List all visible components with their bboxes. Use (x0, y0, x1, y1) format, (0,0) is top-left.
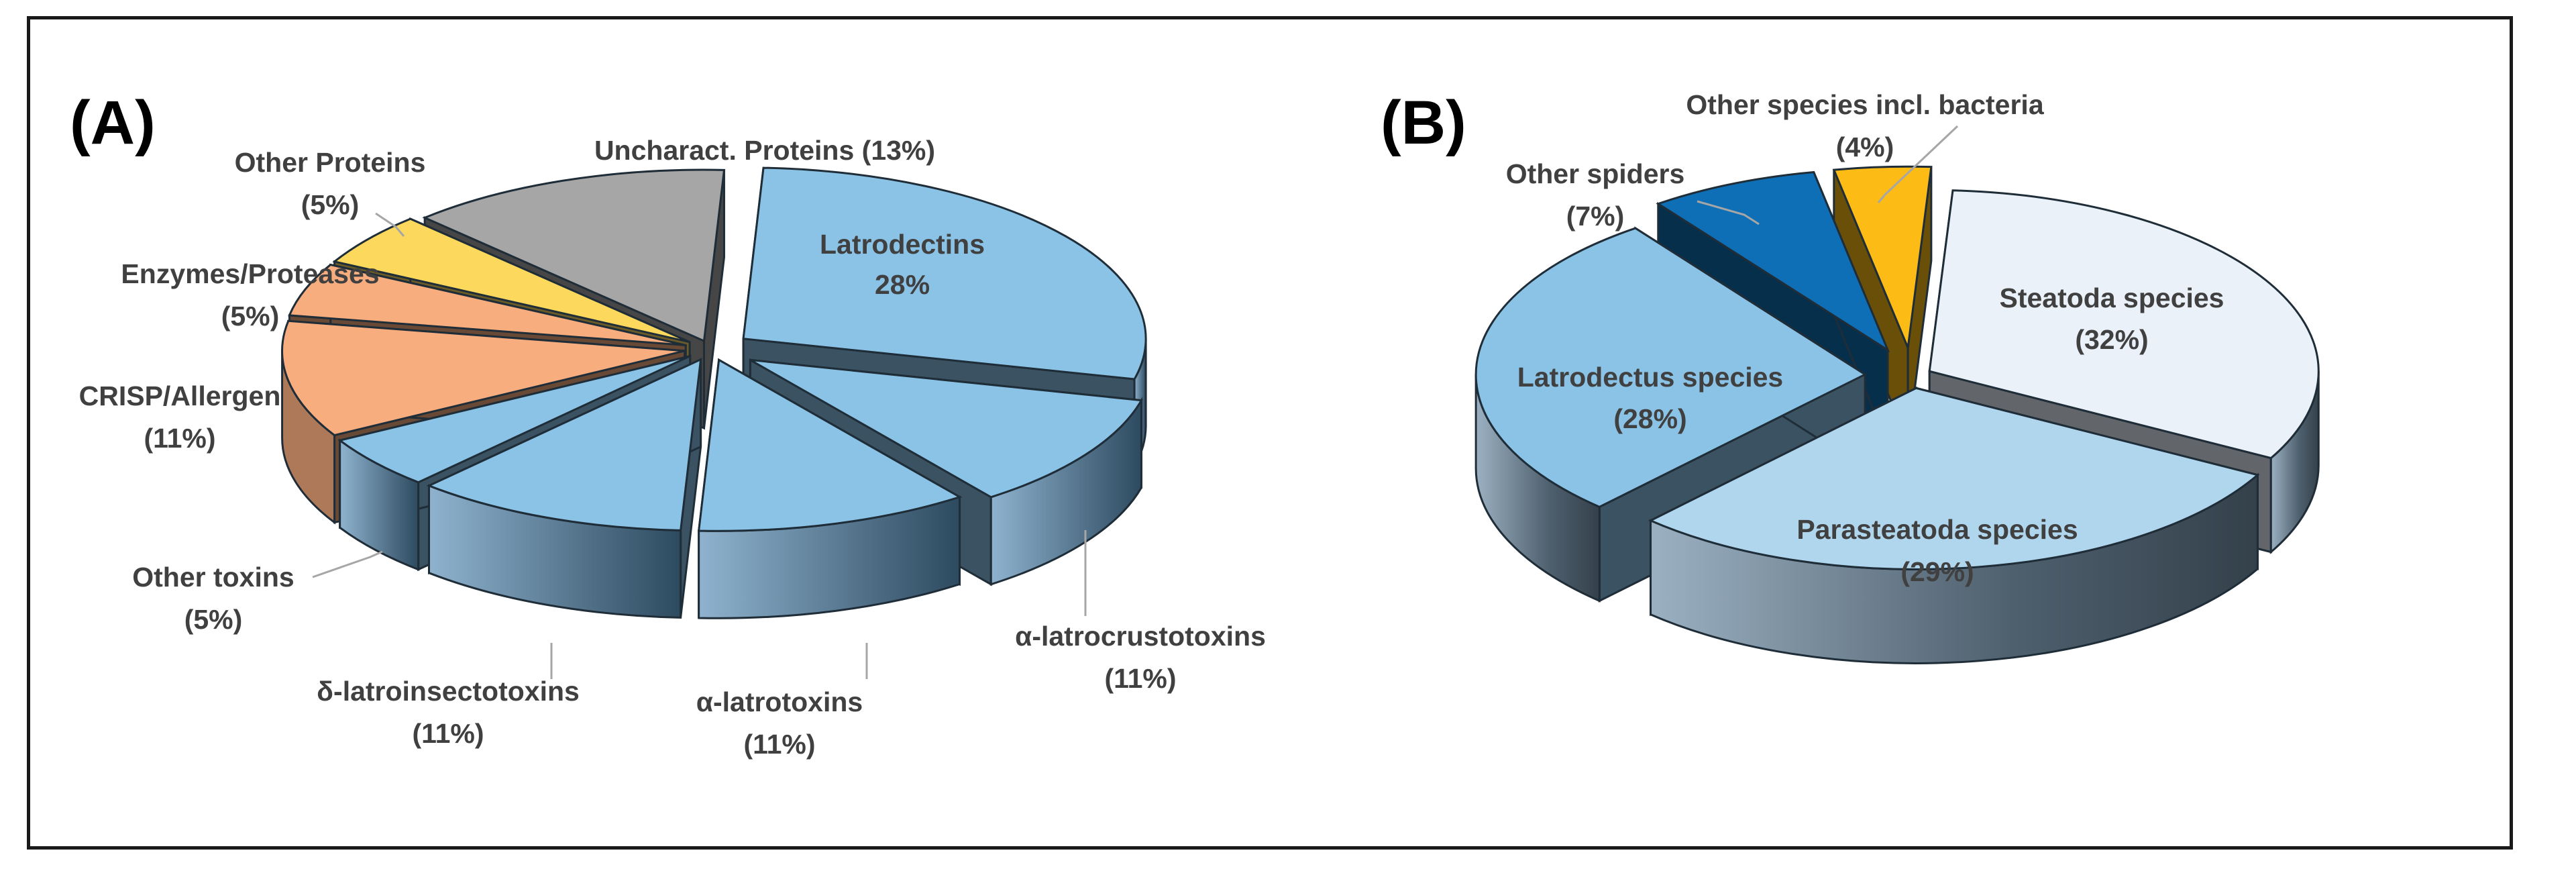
pie-chart-a (281, 166, 1147, 619)
leader-line-other-spiders (1697, 200, 1760, 225)
slice-value-enzymes-proteases: (5%) (221, 301, 280, 331)
slice-top-face (337, 355, 691, 484)
pie-chart-b (1474, 165, 2320, 664)
panel-label-a: (A) (70, 89, 156, 157)
slice-top-face (1474, 227, 1868, 509)
slice-label-crisp-allergen: CRISP/Allergen (79, 380, 281, 411)
slice-value-other-toxins: (5%) (184, 604, 243, 635)
slice-label-delta-latroinsectotoxins: δ-latroinsectotoxins (317, 676, 580, 707)
pie-slice-latrotoxins (697, 358, 963, 619)
slice-top-face (1928, 189, 2320, 460)
slice-value-delta-latroinsectotoxins: (11%) (412, 718, 484, 749)
slice-value-alpha-latrotoxins: (11%) (743, 729, 815, 760)
slice-value-other-proteins: (5%) (301, 189, 360, 220)
slice-value-latrodectus: (28%) (1613, 403, 1686, 434)
slice-label-alpha-latrotoxins: α-latrotoxins (696, 686, 863, 717)
pie-slice-parasteatoda-species (1648, 386, 2260, 664)
slice-label-other-spiders: Other spiders (1506, 158, 1685, 189)
slice-value-steatoda: (32%) (2075, 324, 2148, 355)
leader-line-other-toxins (312, 550, 383, 578)
slice-label-other-proteins: Other Proteins (235, 147, 426, 178)
slice-label-enzymes-proteases: Enzymes/Proteases (121, 258, 379, 289)
slice-top-face (749, 358, 1143, 499)
pie-slice-latroinsectotoxins (426, 358, 702, 619)
slice-value-crisp-allergen: (11%) (144, 423, 215, 454)
slice-label-uncharact-proteins: Uncharact. Proteins (13%) (594, 135, 935, 166)
slice-label-latrodectins: Latrodectins (820, 229, 985, 260)
leader-line-other-proteins (375, 212, 405, 237)
slice-top-face (697, 358, 963, 532)
slice-top-face (1832, 165, 1933, 352)
panel-label-b: (B) (1381, 89, 1466, 157)
slice-label-other-species: Other species incl. bacteria (1686, 89, 2044, 120)
slice-label-alpha-latrocrustotoxins: α-latrocrustotoxins (1015, 621, 1266, 652)
slice-top-face (281, 319, 685, 437)
slice-top-face (426, 358, 702, 531)
slice-value-other-spiders: (7%) (1566, 201, 1625, 232)
slice-top-face (742, 166, 1147, 380)
slice-value-alpha-latrocrustotoxins: (11%) (1104, 663, 1176, 694)
leader-line-other-species (1877, 125, 1959, 203)
slice-value-parasteatoda: (29%) (1900, 556, 1974, 587)
slice-value-latrodectins: 28% (875, 269, 930, 300)
slice-label-latrodectus: Latrodectus species (1517, 362, 1784, 393)
slice-top-face (422, 168, 726, 343)
slice-top-face (1656, 170, 1890, 353)
slice-label-other-toxins: Other toxins (132, 562, 294, 593)
slice-value-other-species: (4%) (1836, 132, 1894, 162)
slice-top-face (288, 263, 686, 346)
pie-slice-other-species-incl-bacteria (1832, 165, 1933, 442)
slice-top-face (1648, 387, 2260, 570)
slice-label-parasteatoda: Parasteatoda species (1796, 514, 2078, 545)
slice-label-steatoda: Steatoda species (2000, 283, 2224, 313)
slice-top-face (332, 217, 690, 344)
